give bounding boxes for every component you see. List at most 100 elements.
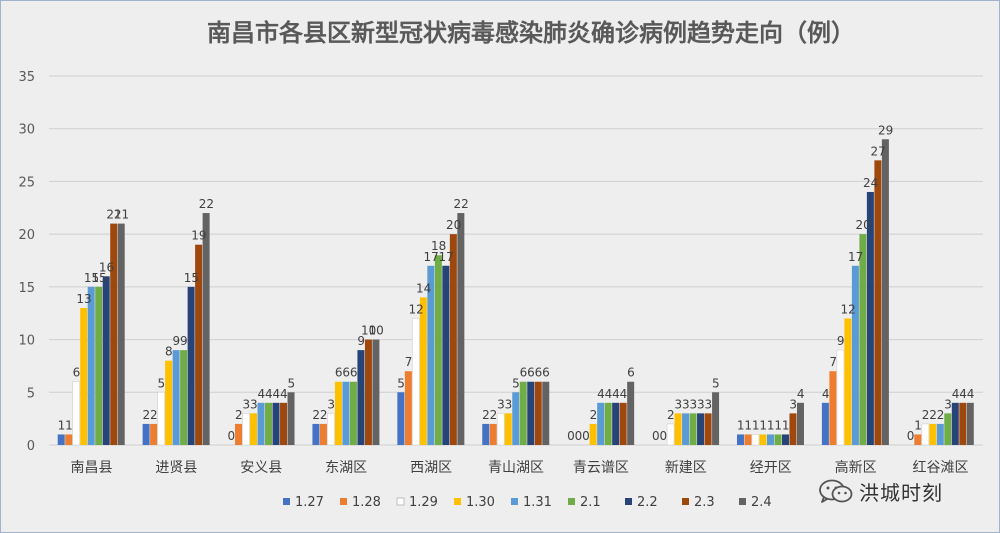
bar-1.31-高新区 <box>851 265 859 445</box>
data-label: 17 <box>438 250 453 264</box>
data-label: 1 <box>767 418 775 432</box>
data-label: 2 <box>590 408 598 422</box>
data-label: 5 <box>512 376 520 390</box>
bar-2.1-经开区 <box>774 434 782 445</box>
data-label: 4 <box>959 387 967 401</box>
bar-2.3-进贤县 <box>195 244 203 445</box>
bar-1.30-进贤县 <box>165 360 173 445</box>
bar-1.30-青云谱区 <box>589 423 597 445</box>
data-label: 4 <box>797 387 805 401</box>
data-label: 15 <box>91 271 106 285</box>
x-axis: 南昌县 进贤县 安义县 东湖区 西湖区 青山湖区 青云谱区 新建区 经开区 高新区 红谷滩区 <box>70 459 968 476</box>
data-label: 3 <box>944 397 952 411</box>
bar-2.4-青云谱区 <box>627 381 635 445</box>
bar-1.29-安义县 <box>242 413 250 446</box>
bar-1.27-进贤县 <box>142 423 150 445</box>
data-label: 0 <box>227 429 235 443</box>
legend-swatch <box>682 498 689 505</box>
data-label: 1 <box>752 418 760 432</box>
data-label: 6 <box>520 366 528 380</box>
bar-2.3-高新区 <box>874 160 882 446</box>
data-label: 9 <box>837 334 845 348</box>
bar-1.29-经开区 <box>751 434 760 446</box>
bar-1.29-新建区 <box>666 423 675 446</box>
data-label: 2 <box>235 408 243 422</box>
data-label: 0 <box>652 429 660 443</box>
data-label: 4 <box>272 387 280 401</box>
data-label: 17 <box>423 250 438 264</box>
watermark-text: 洪城时刻 <box>859 481 943 505</box>
y-tick-label: 30 <box>18 123 35 138</box>
bar-2.1-南昌县 <box>95 286 103 445</box>
data-label: 6 <box>350 366 358 380</box>
bar-2.3-青云谱区 <box>619 402 627 445</box>
data-label: 4 <box>265 387 273 401</box>
bar-2.3-西湖区 <box>449 234 457 445</box>
data-label: 20 <box>446 218 461 232</box>
bar-2.1-青山湖区 <box>519 381 527 445</box>
bar-1.27-经开区 <box>736 434 744 445</box>
data-label: 6 <box>535 366 543 380</box>
data-label: 3 <box>697 397 705 411</box>
bars <box>57 139 974 446</box>
data-label: 0 <box>575 429 583 443</box>
data-label: 5 <box>158 376 166 390</box>
bar-1.30-东湖区 <box>334 381 342 445</box>
data-label: 2 <box>150 408 158 422</box>
bar-1.28-南昌县 <box>65 434 73 445</box>
data-label: 10 <box>369 324 384 338</box>
bar-2.1-西湖区 <box>434 255 442 445</box>
bar-1.30-高新区 <box>844 318 852 445</box>
bar-2.3-南昌县 <box>110 223 118 445</box>
data-label: 4 <box>967 387 975 401</box>
bar-1.30-新建区 <box>674 413 682 445</box>
data-label: 1 <box>914 418 922 432</box>
data-label: 2 <box>922 408 930 422</box>
bar-1.31-东湖区 <box>342 381 350 445</box>
bar-1.29-东湖区 <box>327 413 335 446</box>
bar-1.31-西湖区 <box>427 265 435 445</box>
data-label: 4 <box>597 387 605 401</box>
bar-1.28-经开区 <box>744 434 752 445</box>
data-label: 17 <box>848 250 863 264</box>
data-label: 5 <box>712 376 720 390</box>
bar-1.27-高新区 <box>821 402 829 445</box>
bar-1.28-西湖区 <box>404 371 412 445</box>
x-tick-label: 高新区 <box>835 459 877 476</box>
bar-2.2-经开区 <box>781 434 789 445</box>
data-label: 1 <box>759 418 767 432</box>
bar-2.2-东湖区 <box>357 350 365 445</box>
data-label: 10 <box>361 324 376 338</box>
y-tick-label: 15 <box>18 281 35 296</box>
bar-2.4-高新区 <box>881 139 889 445</box>
bar-2.4-新建区 <box>712 392 720 445</box>
bar-1.31-经开区 <box>766 434 774 445</box>
data-label: 24 <box>863 176 878 190</box>
x-tick-label: 青山湖区 <box>488 460 544 476</box>
bar-1.31-南昌县 <box>87 286 95 445</box>
bar-1.30-红谷滩区 <box>929 423 937 445</box>
data-label: 27 <box>870 144 885 158</box>
y-tick-label: 20 <box>18 228 35 243</box>
bar-1.27-东湖区 <box>312 423 320 445</box>
data-label: 5 <box>397 376 405 390</box>
bar-2.2-安义县 <box>272 402 280 445</box>
legend-swatch <box>340 498 347 505</box>
x-tick-label: 安义县 <box>240 460 282 476</box>
data-label: 21 <box>106 208 121 222</box>
data-label: 3 <box>789 397 797 411</box>
data-label: 21 <box>114 208 129 222</box>
y-tick-label: 5 <box>27 386 35 401</box>
data-label: 3 <box>497 397 505 411</box>
bar-1.28-进贤县 <box>150 423 158 445</box>
bar-2.2-高新区 <box>866 191 874 445</box>
x-tick-label: 青云谱区 <box>573 460 629 476</box>
bar-2.1-安义县 <box>265 402 273 445</box>
data-label: 3 <box>327 397 335 411</box>
bar-1.29-红谷滩区 <box>921 423 930 446</box>
data-label: 8 <box>165 345 173 359</box>
bar-2.2-青山湖区 <box>527 381 535 445</box>
data-label: 7 <box>405 355 413 369</box>
x-tick-label: 红谷滩区 <box>913 460 969 476</box>
